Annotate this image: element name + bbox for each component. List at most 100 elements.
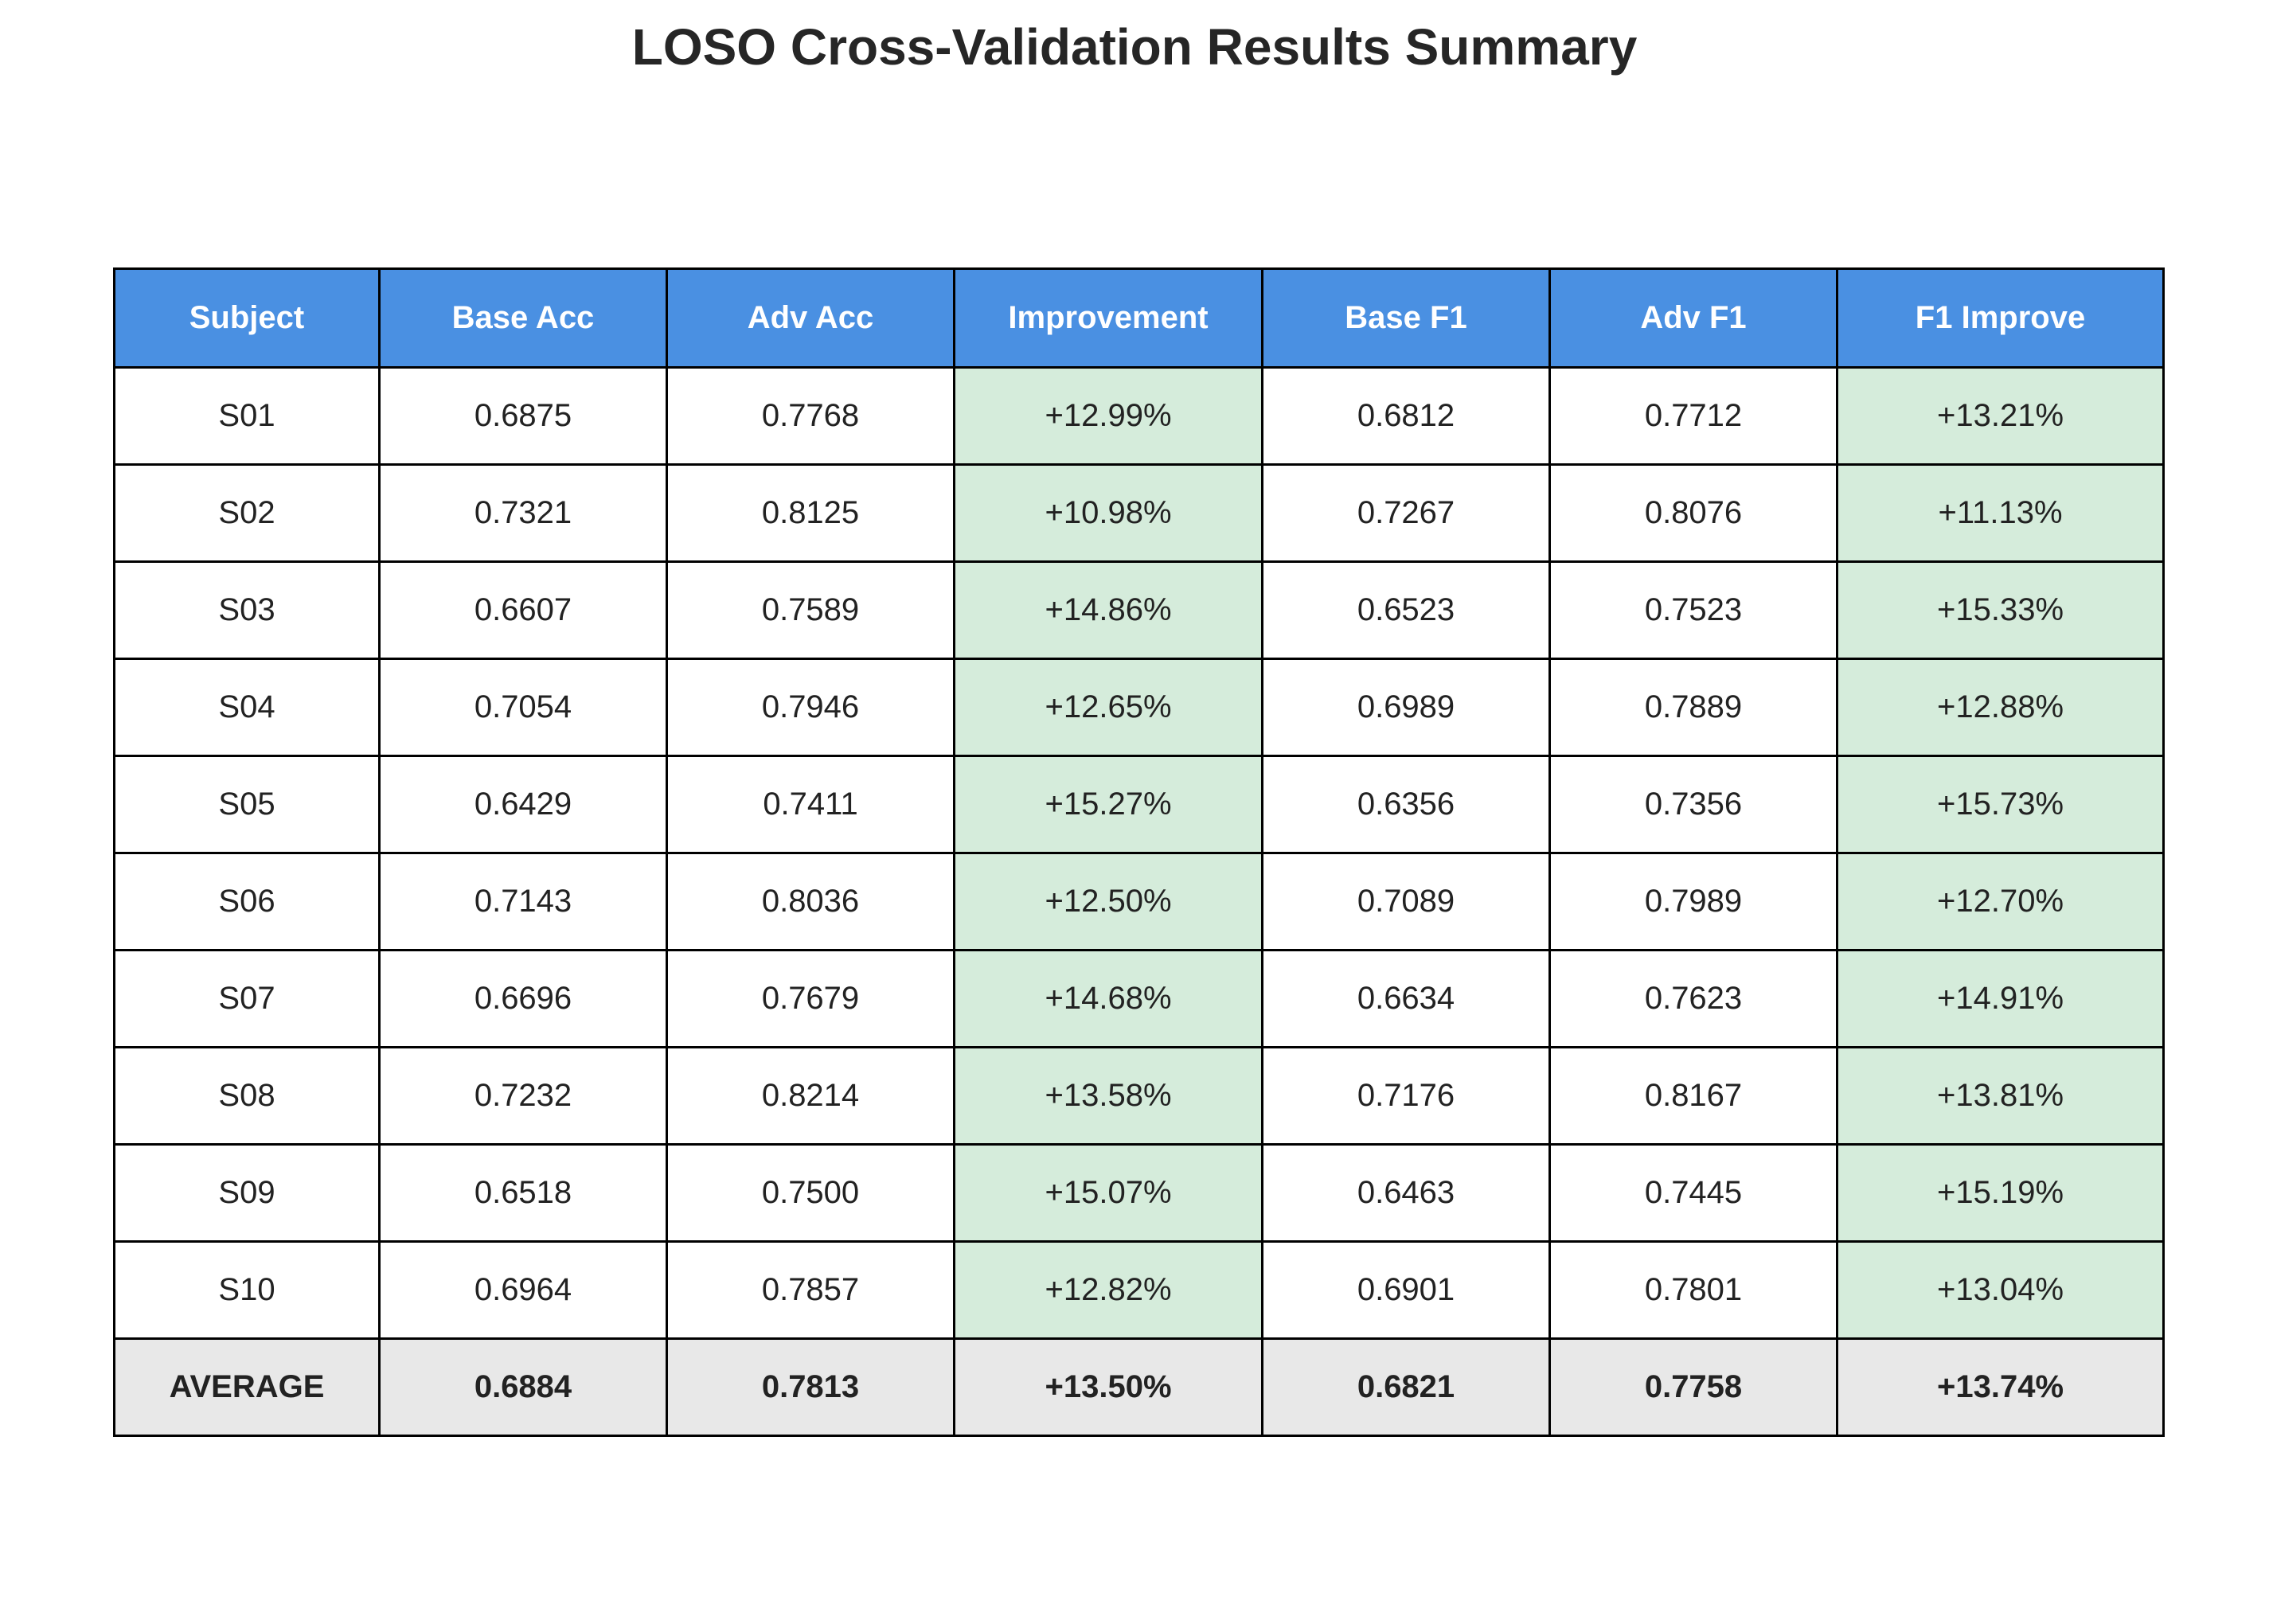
average-cell-adv-f1: 0.7758 <box>1548 1337 1838 1437</box>
cell-base-f1: 0.6634 <box>1261 949 1551 1048</box>
cell-improvement: +12.99% <box>953 366 1263 466</box>
average-cell-base-acc: 0.6884 <box>378 1337 668 1437</box>
table-row: S05 0.6429 0.7411 +15.27% 0.6356 0.7356 +15.73… <box>113 755 2165 854</box>
cell-f1-improve: +15.19% <box>1836 1143 2165 1243</box>
cell-adv-acc: 0.7411 <box>666 755 955 854</box>
cell-adv-f1: 0.7989 <box>1548 852 1838 951</box>
cell-base-f1: 0.6812 <box>1261 366 1551 466</box>
cell-f1-improve: +14.91% <box>1836 949 2165 1048</box>
cell-adv-acc: 0.8036 <box>666 852 955 951</box>
cell-improvement: +12.65% <box>953 658 1263 757</box>
table-row: S02 0.7321 0.8125 +10.98% 0.7267 0.8076 +11.13… <box>113 463 2165 563</box>
cell-base-acc: 0.6696 <box>378 949 668 1048</box>
cell-base-f1: 0.6901 <box>1261 1240 1551 1340</box>
cell-adv-acc: 0.8125 <box>666 463 955 563</box>
table-row: S07 0.6696 0.7679 +14.68% 0.6634 0.7623 +14.91… <box>113 949 2165 1048</box>
cell-adv-acc: 0.7857 <box>666 1240 955 1340</box>
cell-improvement: +10.98% <box>953 463 1263 563</box>
cell-adv-f1: 0.7889 <box>1548 658 1838 757</box>
cell-base-f1: 0.7267 <box>1261 463 1551 563</box>
cell-adv-f1: 0.7523 <box>1548 560 1838 660</box>
cell-improvement: +14.86% <box>953 560 1263 660</box>
average-cell-f1-improve: +13.74% <box>1836 1337 2165 1437</box>
cell-improvement: +15.07% <box>953 1143 1263 1243</box>
cell-subject: S01 <box>113 366 381 466</box>
cell-base-acc: 0.6429 <box>378 755 668 854</box>
cell-base-acc: 0.7054 <box>378 658 668 757</box>
cell-subject: S02 <box>113 463 381 563</box>
cell-subject: S08 <box>113 1046 381 1146</box>
average-cell-base-f1: 0.6821 <box>1261 1337 1551 1437</box>
column-header-base-f1: Base F1 <box>1261 267 1551 369</box>
column-header-f1-improve: F1 Improve <box>1836 267 2165 369</box>
table-row: S03 0.6607 0.7589 +14.86% 0.6523 0.7523 +15.33… <box>113 560 2165 660</box>
cell-improvement: +12.50% <box>953 852 1263 951</box>
table-row: S09 0.6518 0.7500 +15.07% 0.6463 0.7445 +15.19… <box>113 1143 2165 1243</box>
table-row: S10 0.6964 0.7857 +12.82% 0.6901 0.7801 +13.04… <box>113 1240 2165 1340</box>
table-body: S01 0.6875 0.7768 +12.99% 0.6812 0.7712 +13.21… <box>113 366 2165 1437</box>
cell-adv-f1: 0.8076 <box>1548 463 1838 563</box>
average-cell-subject: AVERAGE <box>113 1337 381 1437</box>
cell-base-acc: 0.6964 <box>378 1240 668 1340</box>
cell-base-acc: 0.7143 <box>378 852 668 951</box>
cell-subject: S06 <box>113 852 381 951</box>
average-cell-improvement: +13.50% <box>953 1337 1263 1437</box>
cell-adv-acc: 0.7946 <box>666 658 955 757</box>
cell-base-acc: 0.7232 <box>378 1046 668 1146</box>
column-header-base-acc: Base Acc <box>378 267 668 369</box>
cell-base-acc: 0.7321 <box>378 463 668 563</box>
cell-base-f1: 0.6463 <box>1261 1143 1551 1243</box>
cell-adv-f1: 0.7445 <box>1548 1143 1838 1243</box>
cell-subject: S04 <box>113 658 381 757</box>
cell-subject: S10 <box>113 1240 381 1340</box>
column-header-adv-acc: Adv Acc <box>666 267 955 369</box>
cell-subject: S09 <box>113 1143 381 1243</box>
cell-subject: S05 <box>113 755 381 854</box>
cell-base-f1: 0.6356 <box>1261 755 1551 854</box>
table-title: LOSO Cross-Validation Results Summary <box>631 18 1638 76</box>
cell-base-f1: 0.6989 <box>1261 658 1551 757</box>
cell-f1-improve: +13.04% <box>1836 1240 2165 1340</box>
cell-f1-improve: +15.73% <box>1836 755 2165 854</box>
cell-adv-f1: 0.7623 <box>1548 949 1838 1048</box>
results-table: Subject Base Acc Adv Acc Improvement Bas… <box>113 267 2165 1437</box>
table-row: S04 0.7054 0.7946 +12.65% 0.6989 0.7889 +12.88… <box>113 658 2165 757</box>
table-header: Subject Base Acc Adv Acc Improvement Bas… <box>113 267 2165 369</box>
column-header-improvement: Improvement <box>953 267 1263 369</box>
cell-adv-f1: 0.8167 <box>1548 1046 1838 1146</box>
table-row: S01 0.6875 0.7768 +12.99% 0.6812 0.7712 +13.21… <box>113 366 2165 466</box>
cell-f1-improve: +13.81% <box>1836 1046 2165 1146</box>
cell-f1-improve: +13.21% <box>1836 366 2165 466</box>
cell-f1-improve: +15.33% <box>1836 560 2165 660</box>
cell-base-acc: 0.6518 <box>378 1143 668 1243</box>
cell-adv-acc: 0.7500 <box>666 1143 955 1243</box>
header-row: Subject Base Acc Adv Acc Improvement Bas… <box>113 267 2165 369</box>
cell-improvement: +15.27% <box>953 755 1263 854</box>
cell-base-f1: 0.6523 <box>1261 560 1551 660</box>
cell-adv-f1: 0.7712 <box>1548 366 1838 466</box>
cell-subject: S07 <box>113 949 381 1048</box>
cell-base-acc: 0.6607 <box>378 560 668 660</box>
average-row: AVERAGE 0.6884 0.7813 +13.50% 0.6821 0.7758 +1… <box>113 1337 2165 1437</box>
cell-improvement: +14.68% <box>953 949 1263 1048</box>
cell-f1-improve: +11.13% <box>1836 463 2165 563</box>
average-cell-adv-acc: 0.7813 <box>666 1337 955 1437</box>
cell-f1-improve: +12.88% <box>1836 658 2165 757</box>
table-row: S06 0.7143 0.8036 +12.50% 0.7089 0.7989 +12.70… <box>113 852 2165 951</box>
cell-base-acc: 0.6875 <box>378 366 668 466</box>
column-header-subject: Subject <box>113 267 381 369</box>
column-header-adv-f1: Adv F1 <box>1548 267 1838 369</box>
cell-base-f1: 0.7176 <box>1261 1046 1551 1146</box>
cell-subject: S03 <box>113 560 381 660</box>
cell-base-f1: 0.7089 <box>1261 852 1551 951</box>
cell-improvement: +12.82% <box>953 1240 1263 1340</box>
cell-adv-acc: 0.7679 <box>666 949 955 1048</box>
cell-adv-f1: 0.7356 <box>1548 755 1838 854</box>
cell-adv-f1: 0.7801 <box>1548 1240 1838 1340</box>
cell-adv-acc: 0.7768 <box>666 366 955 466</box>
cell-improvement: +13.58% <box>953 1046 1263 1146</box>
table-row: S08 0.7232 0.8214 +13.58% 0.7176 0.8167 +13.81… <box>113 1046 2165 1146</box>
cell-adv-acc: 0.7589 <box>666 560 955 660</box>
cell-adv-acc: 0.8214 <box>666 1046 955 1146</box>
cell-f1-improve: +12.70% <box>1836 852 2165 951</box>
